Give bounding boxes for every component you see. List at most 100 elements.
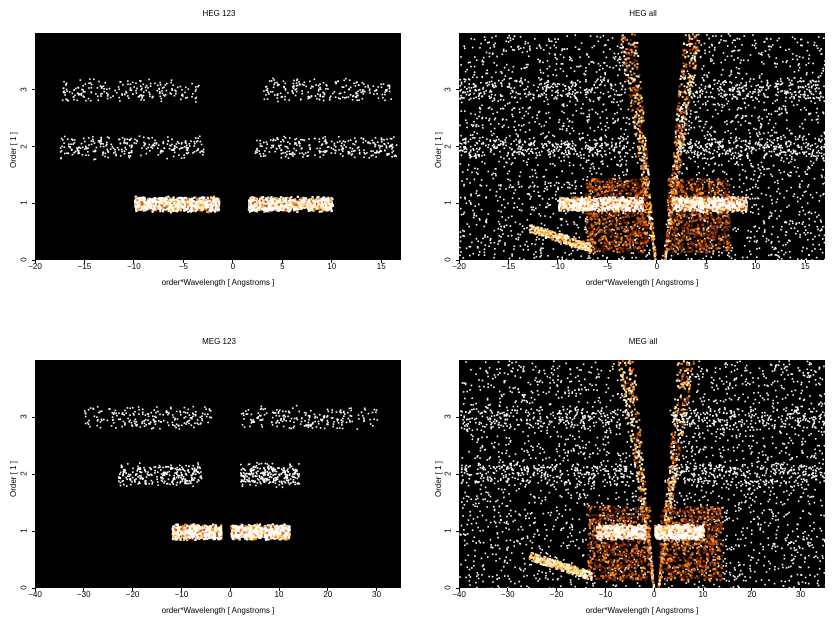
data-point xyxy=(696,178,699,180)
data-point xyxy=(810,81,812,84)
data-point xyxy=(174,209,177,212)
data-point xyxy=(366,152,368,154)
data-point xyxy=(501,216,503,218)
data-point xyxy=(578,133,581,135)
data-point xyxy=(566,48,568,50)
data-point xyxy=(808,224,810,226)
data-point xyxy=(824,176,825,179)
data-point xyxy=(320,210,323,213)
data-point xyxy=(318,88,320,91)
data-point xyxy=(520,185,523,188)
data-point xyxy=(549,204,552,206)
data-point xyxy=(534,243,537,246)
data-point xyxy=(786,206,788,208)
data-point xyxy=(689,157,692,160)
data-point xyxy=(811,85,813,88)
data-point xyxy=(284,145,287,148)
data-point xyxy=(736,37,739,40)
data-point xyxy=(643,249,646,252)
data-point xyxy=(521,107,524,109)
data-point xyxy=(584,226,587,228)
data-point xyxy=(748,122,750,124)
data-point xyxy=(598,69,601,71)
data-point xyxy=(257,205,260,208)
data-point xyxy=(518,175,521,177)
data-point xyxy=(197,202,200,205)
data-point xyxy=(348,88,351,90)
data-point xyxy=(466,178,468,180)
data-point xyxy=(573,221,575,223)
data-point xyxy=(471,46,474,49)
data-point xyxy=(501,229,503,232)
data-point xyxy=(463,80,466,83)
data-point xyxy=(274,150,277,153)
data-point xyxy=(149,203,152,207)
data-point xyxy=(141,147,143,149)
data-point xyxy=(616,94,619,96)
data-point xyxy=(395,155,397,158)
data-point xyxy=(757,197,760,200)
data-point xyxy=(681,124,684,126)
data-point xyxy=(345,146,347,148)
data-point xyxy=(533,184,536,187)
x-tick-mark xyxy=(34,260,36,263)
data-point xyxy=(616,59,619,62)
data-point xyxy=(812,238,814,241)
data-point xyxy=(171,138,173,141)
data-point xyxy=(528,121,531,124)
data-point xyxy=(818,97,821,99)
data-point xyxy=(154,82,156,85)
data-point xyxy=(463,211,466,214)
data-point xyxy=(85,145,87,148)
data-point xyxy=(814,102,816,104)
data-point xyxy=(519,148,521,151)
data-point xyxy=(330,204,333,207)
data-point xyxy=(686,70,689,72)
data-point xyxy=(548,52,551,55)
data-point xyxy=(523,258,525,260)
data-point xyxy=(364,91,366,93)
data-point xyxy=(480,179,483,181)
data-point xyxy=(714,141,717,143)
data-point xyxy=(500,156,502,158)
data-point xyxy=(585,78,587,81)
data-point xyxy=(176,146,178,149)
data-point xyxy=(632,244,634,246)
data-point xyxy=(289,143,291,145)
data-point xyxy=(207,211,210,214)
data-point xyxy=(299,205,302,208)
data-point xyxy=(500,210,502,213)
data-point xyxy=(139,199,142,202)
data-point xyxy=(173,202,176,205)
data-point xyxy=(477,95,480,98)
data-point xyxy=(695,116,697,118)
data-point xyxy=(493,229,496,232)
data-point xyxy=(71,138,73,140)
data-point xyxy=(690,122,693,124)
data-point xyxy=(62,139,64,141)
data-point xyxy=(512,115,514,118)
data-point xyxy=(505,50,507,52)
data-point xyxy=(203,196,206,199)
data-point xyxy=(494,42,497,45)
data-point xyxy=(507,86,510,88)
data-point xyxy=(540,125,543,128)
data-point xyxy=(204,205,207,208)
data-point xyxy=(118,148,120,151)
data-point xyxy=(741,191,743,193)
data-point xyxy=(549,216,552,218)
data-point xyxy=(313,204,317,207)
data-point xyxy=(324,136,326,138)
data-point xyxy=(549,163,552,165)
data-point xyxy=(183,156,186,159)
data-point xyxy=(524,243,526,246)
data-point xyxy=(730,249,733,252)
data-point xyxy=(154,208,157,211)
data-point xyxy=(90,83,93,86)
data-point xyxy=(478,115,480,118)
data-point xyxy=(176,205,179,208)
data-point xyxy=(251,196,254,199)
data-point xyxy=(768,56,771,58)
data-point xyxy=(744,102,746,105)
data-point xyxy=(281,209,284,212)
